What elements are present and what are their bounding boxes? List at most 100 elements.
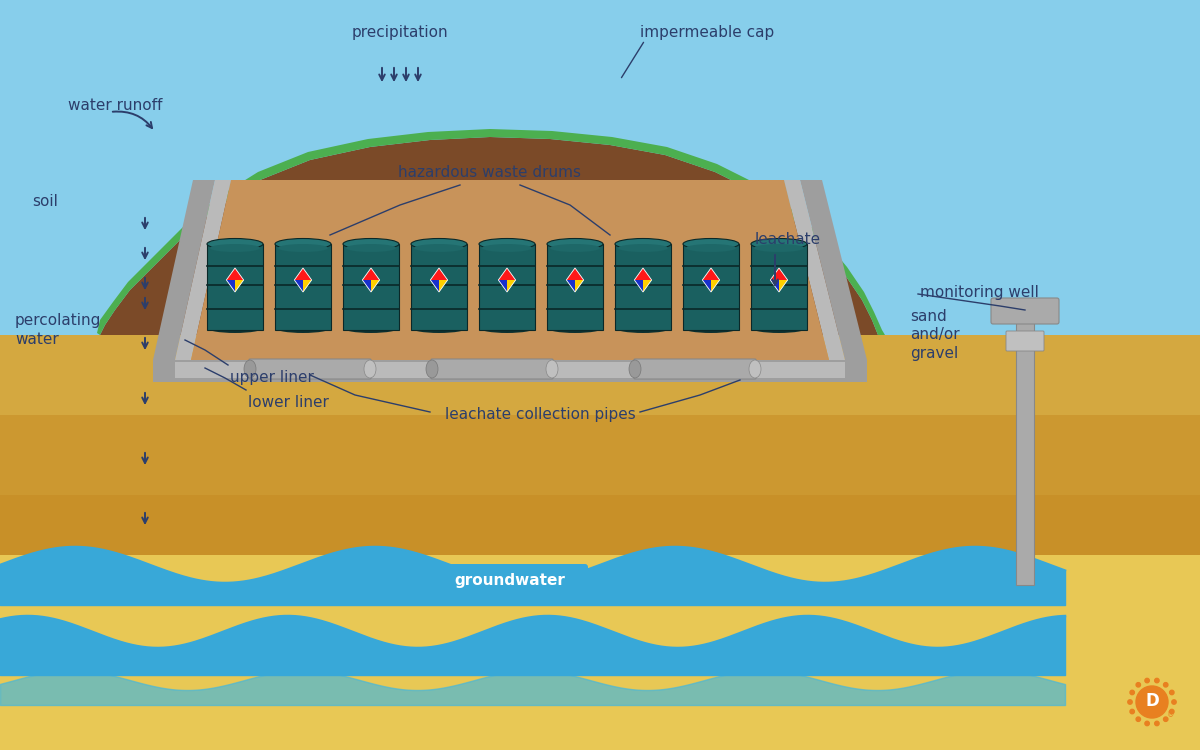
Ellipse shape bbox=[479, 238, 535, 250]
Ellipse shape bbox=[364, 360, 376, 378]
FancyBboxPatch shape bbox=[431, 359, 553, 379]
Polygon shape bbox=[566, 280, 575, 292]
FancyBboxPatch shape bbox=[1006, 331, 1044, 351]
Polygon shape bbox=[702, 280, 710, 292]
Text: precipitation: precipitation bbox=[352, 25, 449, 40]
Polygon shape bbox=[439, 280, 448, 292]
Text: impermeable cap: impermeable cap bbox=[640, 25, 774, 40]
Polygon shape bbox=[362, 268, 379, 280]
Text: hazardous waste drums: hazardous waste drums bbox=[398, 165, 582, 180]
Circle shape bbox=[1164, 682, 1168, 687]
FancyBboxPatch shape bbox=[991, 298, 1060, 324]
Bar bbox=[410, 244, 467, 330]
Polygon shape bbox=[431, 268, 448, 280]
Polygon shape bbox=[97, 129, 886, 335]
Ellipse shape bbox=[275, 323, 331, 333]
Polygon shape bbox=[643, 280, 652, 292]
Ellipse shape bbox=[275, 238, 331, 250]
Circle shape bbox=[1128, 700, 1133, 704]
Polygon shape bbox=[302, 280, 312, 292]
Polygon shape bbox=[779, 280, 787, 292]
Text: D: D bbox=[1145, 692, 1159, 710]
Circle shape bbox=[1145, 678, 1150, 682]
Text: soil: soil bbox=[32, 194, 58, 209]
Text: water runoff: water runoff bbox=[68, 98, 162, 112]
Ellipse shape bbox=[343, 238, 398, 250]
Ellipse shape bbox=[479, 323, 535, 333]
Text: lower liner: lower liner bbox=[248, 395, 329, 410]
Polygon shape bbox=[235, 280, 244, 292]
Circle shape bbox=[1154, 678, 1159, 682]
Polygon shape bbox=[498, 268, 516, 280]
Text: groundwater: groundwater bbox=[455, 574, 565, 589]
Ellipse shape bbox=[346, 244, 396, 252]
Bar bbox=[0, 415, 1200, 495]
Ellipse shape bbox=[616, 238, 671, 250]
Polygon shape bbox=[770, 280, 779, 292]
Polygon shape bbox=[100, 137, 878, 335]
Bar bbox=[479, 244, 535, 330]
Polygon shape bbox=[575, 280, 583, 292]
Text: sand
and/or
gravel: sand and/or gravel bbox=[910, 309, 960, 361]
Ellipse shape bbox=[547, 238, 604, 250]
Bar bbox=[154, 360, 866, 382]
Ellipse shape bbox=[686, 244, 736, 252]
Text: leachate: leachate bbox=[755, 232, 821, 248]
Bar bbox=[0, 335, 1200, 415]
Text: ®: ® bbox=[1168, 710, 1175, 719]
Bar bbox=[0, 0, 1200, 335]
Polygon shape bbox=[227, 268, 244, 280]
Bar bbox=[275, 244, 331, 330]
Circle shape bbox=[1154, 722, 1159, 726]
Bar bbox=[0, 495, 1200, 555]
Ellipse shape bbox=[754, 244, 804, 252]
Circle shape bbox=[1170, 710, 1174, 714]
Polygon shape bbox=[431, 280, 439, 292]
Polygon shape bbox=[294, 280, 302, 292]
Circle shape bbox=[1170, 690, 1174, 694]
Polygon shape bbox=[702, 268, 720, 280]
Circle shape bbox=[1130, 710, 1134, 714]
FancyBboxPatch shape bbox=[250, 359, 371, 379]
Ellipse shape bbox=[410, 323, 467, 333]
Ellipse shape bbox=[547, 323, 604, 333]
Text: upper liner: upper liner bbox=[230, 370, 314, 385]
Circle shape bbox=[1130, 690, 1134, 694]
Circle shape bbox=[1164, 717, 1168, 722]
FancyBboxPatch shape bbox=[634, 359, 756, 379]
Ellipse shape bbox=[426, 360, 438, 378]
Bar bbox=[751, 244, 808, 330]
Polygon shape bbox=[154, 180, 866, 360]
Ellipse shape bbox=[208, 323, 263, 333]
Ellipse shape bbox=[683, 238, 739, 250]
Ellipse shape bbox=[244, 360, 256, 378]
Bar bbox=[175, 362, 845, 378]
Text: percolating
water: percolating water bbox=[14, 313, 101, 347]
Ellipse shape bbox=[629, 360, 641, 378]
Circle shape bbox=[1136, 682, 1140, 687]
Text: leachate collection pipes: leachate collection pipes bbox=[445, 407, 635, 422]
Bar bbox=[683, 244, 739, 330]
Polygon shape bbox=[175, 180, 845, 360]
Polygon shape bbox=[770, 268, 787, 280]
Circle shape bbox=[1136, 686, 1168, 718]
Polygon shape bbox=[498, 280, 508, 292]
Bar bbox=[547, 244, 604, 330]
Ellipse shape bbox=[546, 360, 558, 378]
Ellipse shape bbox=[616, 323, 671, 333]
Polygon shape bbox=[191, 180, 829, 360]
Bar bbox=[208, 244, 263, 330]
Polygon shape bbox=[635, 280, 643, 292]
Bar bbox=[343, 244, 398, 330]
Polygon shape bbox=[371, 280, 379, 292]
Polygon shape bbox=[508, 280, 516, 292]
Ellipse shape bbox=[278, 244, 328, 252]
Ellipse shape bbox=[749, 360, 761, 378]
Polygon shape bbox=[566, 268, 583, 280]
Polygon shape bbox=[710, 280, 720, 292]
Polygon shape bbox=[362, 280, 371, 292]
Circle shape bbox=[1171, 700, 1176, 704]
Ellipse shape bbox=[751, 323, 808, 333]
Ellipse shape bbox=[482, 244, 532, 252]
Text: monitoring well: monitoring well bbox=[920, 284, 1039, 299]
